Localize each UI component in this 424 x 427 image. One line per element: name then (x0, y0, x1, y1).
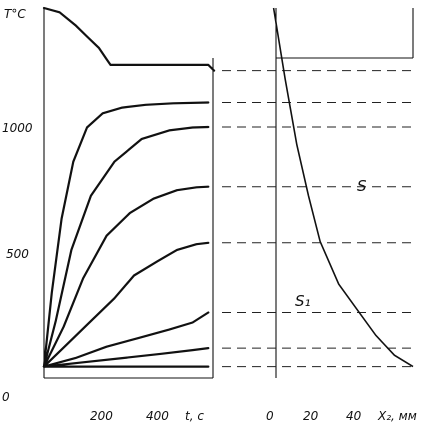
series-line-5 (42, 241, 210, 368)
y-tick-label: 0 (2, 390, 10, 404)
y-axis-label: T°C (4, 7, 26, 21)
x-axis-label: t, c (185, 409, 204, 423)
series-line-6 (42, 311, 210, 368)
series-line-1 (42, 6, 216, 72)
region-label-s1: S₁ (295, 292, 311, 310)
series-line-2 (42, 101, 210, 368)
y-tick-label: 500 (6, 247, 29, 261)
connector-dashes (222, 70, 413, 368)
x-axis-label: X₂, мм (377, 409, 417, 423)
x-tick-label: 0 (266, 409, 274, 423)
y-tick-label: 1000 (2, 121, 33, 135)
series-line-4 (42, 185, 210, 368)
x-tick-label: 200 (90, 409, 113, 423)
depth-curve-1 (272, 7, 414, 368)
region-label-s: S (357, 177, 367, 195)
x-tick-label: 40 (346, 409, 362, 423)
series-line-3 (42, 125, 210, 368)
x-tick-label: 400 (146, 409, 169, 423)
series-line-7 (42, 347, 210, 368)
x-tick-label: 20 (303, 409, 319, 423)
right-series-group (272, 7, 414, 368)
left-series-group (42, 6, 216, 368)
